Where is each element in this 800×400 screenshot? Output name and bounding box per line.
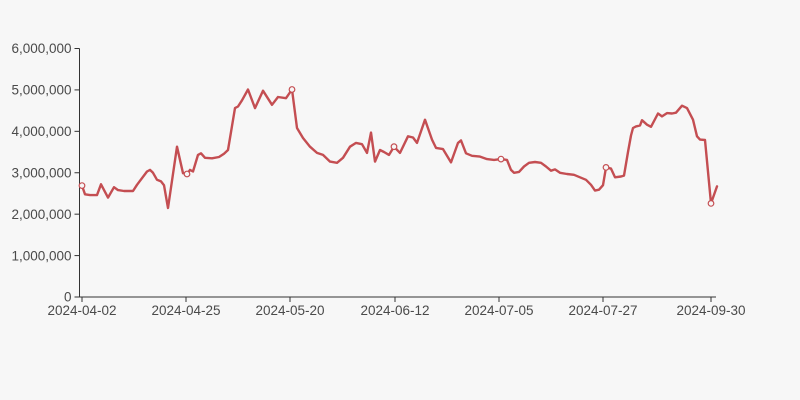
x-tick-label: 2024-07-27 [568,303,637,318]
data-point-marker [707,199,715,207]
x-tick-label: 2024-05-20 [255,303,324,318]
x-tick-label: 2024-04-25 [151,303,220,318]
x-tick-label: 2024-06-12 [360,303,429,318]
x-tick-label: 2024-04-02 [47,303,116,318]
y-tick-label: 2,000,000 [11,207,71,222]
y-tick-label: 5,000,000 [11,83,71,98]
data-point-marker [390,143,398,151]
data-point-marker [497,155,505,163]
y-tick-label: 3,000,000 [11,165,71,180]
y-tick-label: 4,000,000 [11,124,71,139]
data-point-marker [288,86,296,93]
x-tick-label: 2024-09-30 [676,303,745,318]
y-tick-label: 6,000,000 [11,41,71,56]
y-tick-label: 0 [64,290,72,305]
y-tick-label: 1,000,000 [11,248,71,263]
data-point-marker [183,170,191,178]
x-tick-label: 2024-07-05 [464,303,533,318]
data-point-marker [602,163,610,171]
data-point-marker [78,182,86,190]
